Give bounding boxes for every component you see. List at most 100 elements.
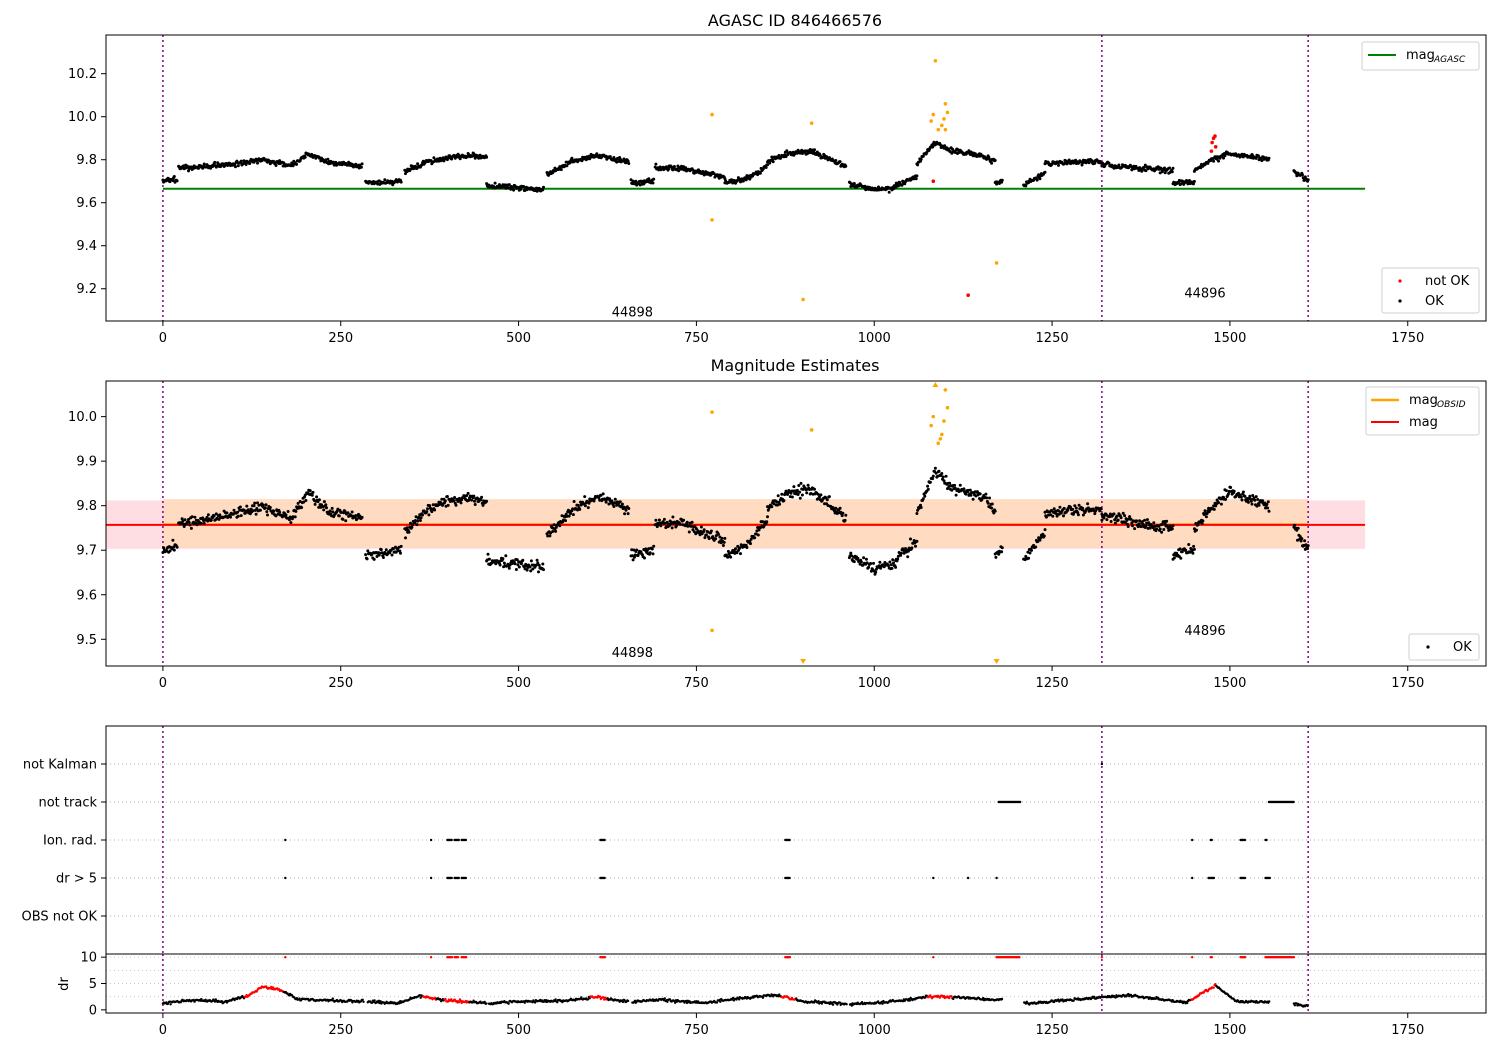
data-point-ok [548,534,552,538]
data-point-ok [188,523,192,527]
dr-point [220,1000,223,1003]
data-point-ok [711,535,715,539]
data-point-ok [206,513,210,517]
data-point-ok [997,552,1001,556]
magnitude-estimates-panel: Magnitude Estimates 0 250 500 750 1000 1250 15… [68,356,1487,691]
data-point-ok [990,161,994,165]
dr-point [1000,997,1004,1001]
data-point-ok [1123,521,1127,525]
flagged-point [809,121,814,125]
flagged-point [942,419,946,423]
data-point-ok [838,160,842,164]
data-point-ok [1296,526,1300,530]
y-tick-label: 10.0 [68,110,97,125]
data-point-ok [623,512,627,516]
data-point-not-ok [1213,145,1218,149]
data-point-ok [261,503,265,507]
data-point-ok [1028,551,1032,555]
data-point-ok [1077,503,1081,507]
data-point-ok [1081,506,1085,510]
dr-point [1057,998,1060,1001]
data-point-ok [1126,525,1130,528]
dr-point [1268,1000,1271,1003]
dr-point-clipped [1191,956,1194,959]
data-point-ok [399,180,403,184]
data-point-ok [1212,507,1216,511]
data-point-ok [890,566,894,570]
x-tick-label: 1250 [1036,1023,1069,1038]
dr-point-clipped [429,956,433,959]
data-point-ok [1300,537,1304,541]
data-point-ok [859,560,863,564]
data-point-ok [948,481,952,485]
data-point-ok [1093,512,1097,516]
flagged-point [936,127,941,132]
data-point-ok [244,163,248,166]
data-point-ok [1178,547,1182,551]
flag-point [1265,838,1268,842]
data-point-ok [206,519,210,523]
data-point-ok [311,490,315,494]
data-point-ok [1074,506,1078,510]
data-point-ok [480,495,484,499]
data-point-ok [516,563,520,567]
data-point-ok [587,501,591,505]
flagged-point [809,428,814,432]
data-point-ok [753,536,757,540]
data-point-ok [379,548,383,552]
data-point-ok [1080,163,1084,167]
data-point-ok [662,517,666,521]
data-point-ok [631,558,635,562]
x-tick-label: 500 [506,676,531,691]
data-point-ok [381,556,385,559]
data-point-ok [872,561,875,565]
data-point-ok [627,162,631,165]
data-point-ok [655,525,659,529]
data-point-ok [626,512,630,516]
x-tick-label: 1000 [858,676,891,691]
data-point-ok [1128,515,1132,519]
data-point-ok [790,495,794,499]
data-point-ok [583,495,587,499]
data-point-ok [714,537,718,541]
data-point-ok [1246,500,1250,504]
data-point-ok [993,509,997,513]
dr-point-clipped [603,956,607,959]
y-tick-label: 10.2 [68,67,97,82]
data-point-ok [1152,521,1156,525]
data-point-ok [294,509,298,513]
data-point-ok [1044,515,1048,519]
data-point-ok [840,514,844,518]
dr-point [485,1002,488,1005]
y-tick-label: 10 [80,951,97,966]
data-point-ok [915,174,919,178]
data-point-ok [919,157,923,161]
legend-subscript: AGASC [1433,55,1466,65]
data-point-ok [841,511,845,515]
y-tick-label: 9.4 [76,239,97,254]
legend-marker-not-ok [1398,279,1402,283]
data-point-ok [1200,522,1204,525]
data-point-ok [528,565,532,569]
data-point-ok [364,553,368,557]
data-point-ok [325,506,328,510]
y-tick-label: 9.2 [76,282,97,297]
data-point-ok [541,562,545,566]
data-point-ok [757,528,761,532]
dr-point [169,1003,172,1006]
plot-frame [105,34,1487,322]
data-point-ok [650,547,654,551]
data-point-ok [416,162,420,166]
dr-point [1306,1004,1309,1008]
data-point-ok [1055,514,1059,518]
data-point-ok [388,551,392,555]
legend-box [1408,633,1480,661]
data-point-ok [1105,518,1109,522]
data-point-ok [813,148,816,152]
data-point-ok [852,560,856,564]
data-point-ok [1027,556,1031,560]
data-point-ok [1217,501,1220,505]
data-point-ok [332,160,336,164]
data-point-ok [722,540,726,544]
